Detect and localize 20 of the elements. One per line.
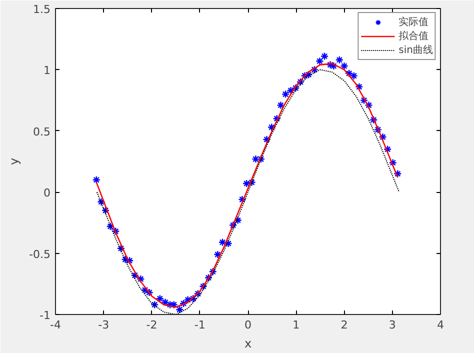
y-tick-label: 0 — [44, 186, 50, 200]
x-tick-label: 2 — [340, 318, 348, 332]
x-tick-label: -1 — [194, 318, 206, 332]
y-tick-label: 1.5 — [33, 3, 51, 16]
x-tick-label: 4 — [437, 318, 444, 332]
y-tick-label: 1 — [44, 64, 50, 78]
x-axis-title: x — [244, 336, 252, 350]
x-tick-label: 3 — [388, 318, 396, 332]
y-tick-label: 0.5 — [33, 125, 51, 138]
x-tick-label: -2 — [146, 318, 158, 332]
x-tick-label: -4 — [50, 318, 61, 332]
y-axis-title: y — [7, 158, 22, 166]
legend-label: 实际值 — [398, 16, 429, 29]
legend-label: sin曲线 — [398, 44, 433, 57]
legend-label: 拟合值 — [398, 30, 429, 43]
x-tick-label: -3 — [98, 318, 110, 332]
y-tick-label: -0.5 — [29, 248, 51, 261]
x-tick-label: 0 — [244, 318, 252, 332]
x-tick-label: 1 — [292, 318, 300, 332]
y-tick-label: -1 — [40, 309, 50, 322]
